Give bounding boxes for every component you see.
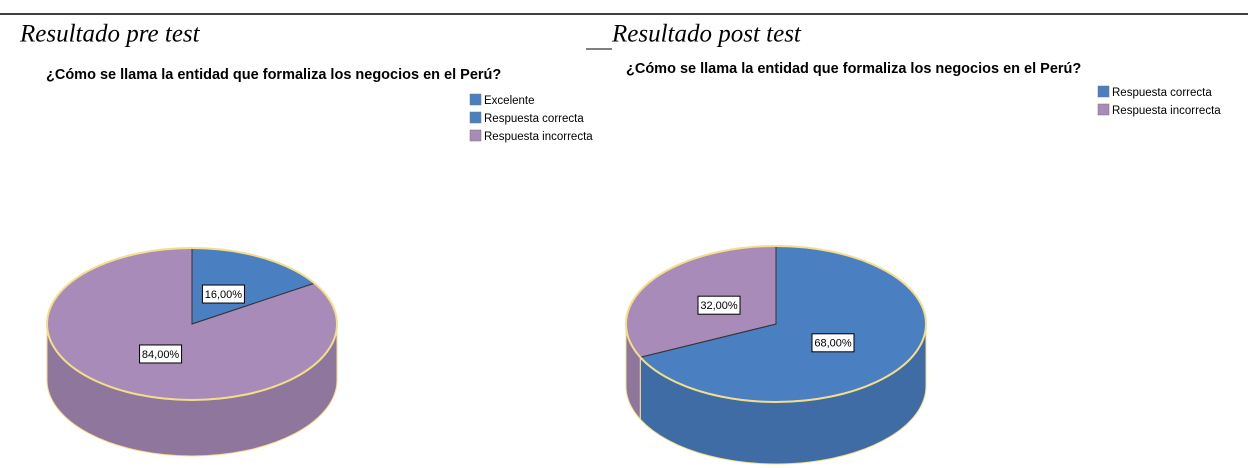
legend-label: Respuesta incorrecta [484,131,593,143]
data-label: 68,00% [814,338,852,350]
legend-label: Respuesta correcta [1112,87,1212,99]
label-box [139,344,183,364]
legend-swatch [469,111,482,124]
legend-swatch [1097,103,1110,116]
panel-heading: Resultado post test [611,21,802,48]
legend-label: Respuesta incorrecta [1112,105,1221,117]
data-label: 84,00% [142,349,180,361]
legend-swatch [469,129,482,142]
legend-swatch [1097,85,1110,98]
chart-title: ¿Cómo se llama la entidad que formaliza … [46,67,501,83]
data-label: 16,00% [205,289,243,301]
label-box [697,295,741,315]
pie-rim [625,245,927,403]
legend-label: Respuesta correcta [484,113,584,125]
legend-swatch [469,93,482,106]
pie-rim [46,247,338,401]
label-box [201,284,245,304]
legend-label: Excelente [484,95,535,107]
chart-title: ¿Cómo se llama la entidad que formaliza … [626,61,1081,77]
data-label: 32,00% [700,300,738,312]
panel-heading: Resultado pre test [19,21,201,48]
label-box [811,333,855,353]
